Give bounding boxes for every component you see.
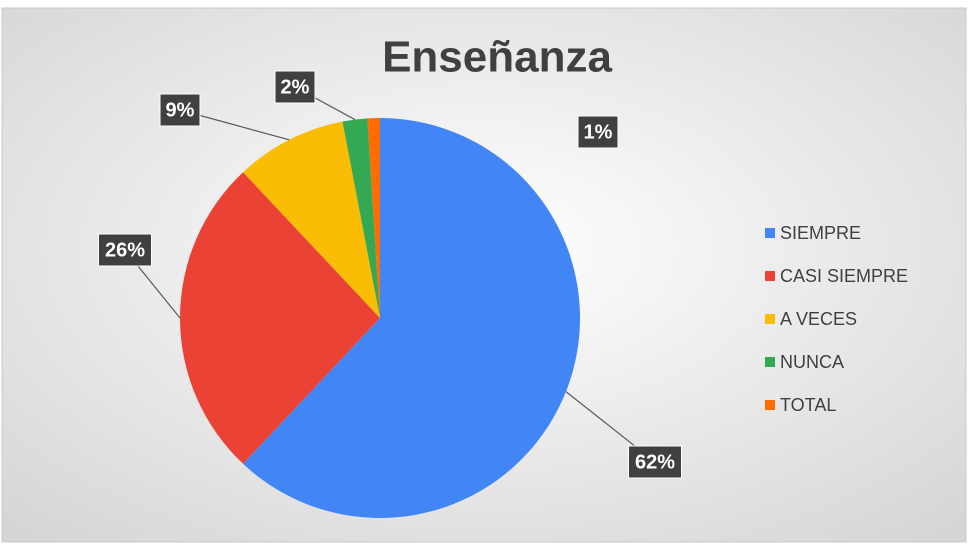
data-label-box (159, 93, 201, 127)
data-label-box (577, 115, 619, 149)
legend-swatch (765, 400, 775, 410)
pie-slice (342, 118, 380, 318)
chart-title: Enseñanza (382, 33, 612, 82)
data-label: 62% (635, 451, 675, 473)
legend-label: SIEMPRE (780, 223, 861, 243)
data-label-box (628, 445, 682, 479)
legend-swatch (765, 314, 775, 324)
data-label-box (274, 70, 316, 104)
legend-label: NUNCA (780, 352, 844, 372)
data-label: 2% (281, 76, 310, 98)
data-label-box (98, 233, 152, 267)
legend-swatch (765, 271, 775, 281)
pie-slice (367, 118, 380, 318)
data-label: 9% (166, 99, 195, 121)
legend-swatch (765, 228, 775, 238)
data-label: 26% (105, 239, 145, 261)
pie-slice (180, 172, 380, 464)
legend-swatch (765, 357, 775, 367)
legend-label: TOTAL (780, 395, 836, 415)
pie-slice (243, 121, 380, 319)
legend-label: CASI SIEMPRE (780, 266, 908, 286)
legend-label: A VECES (780, 309, 857, 329)
data-label: 1% (584, 121, 613, 143)
pie-slice (243, 118, 580, 518)
